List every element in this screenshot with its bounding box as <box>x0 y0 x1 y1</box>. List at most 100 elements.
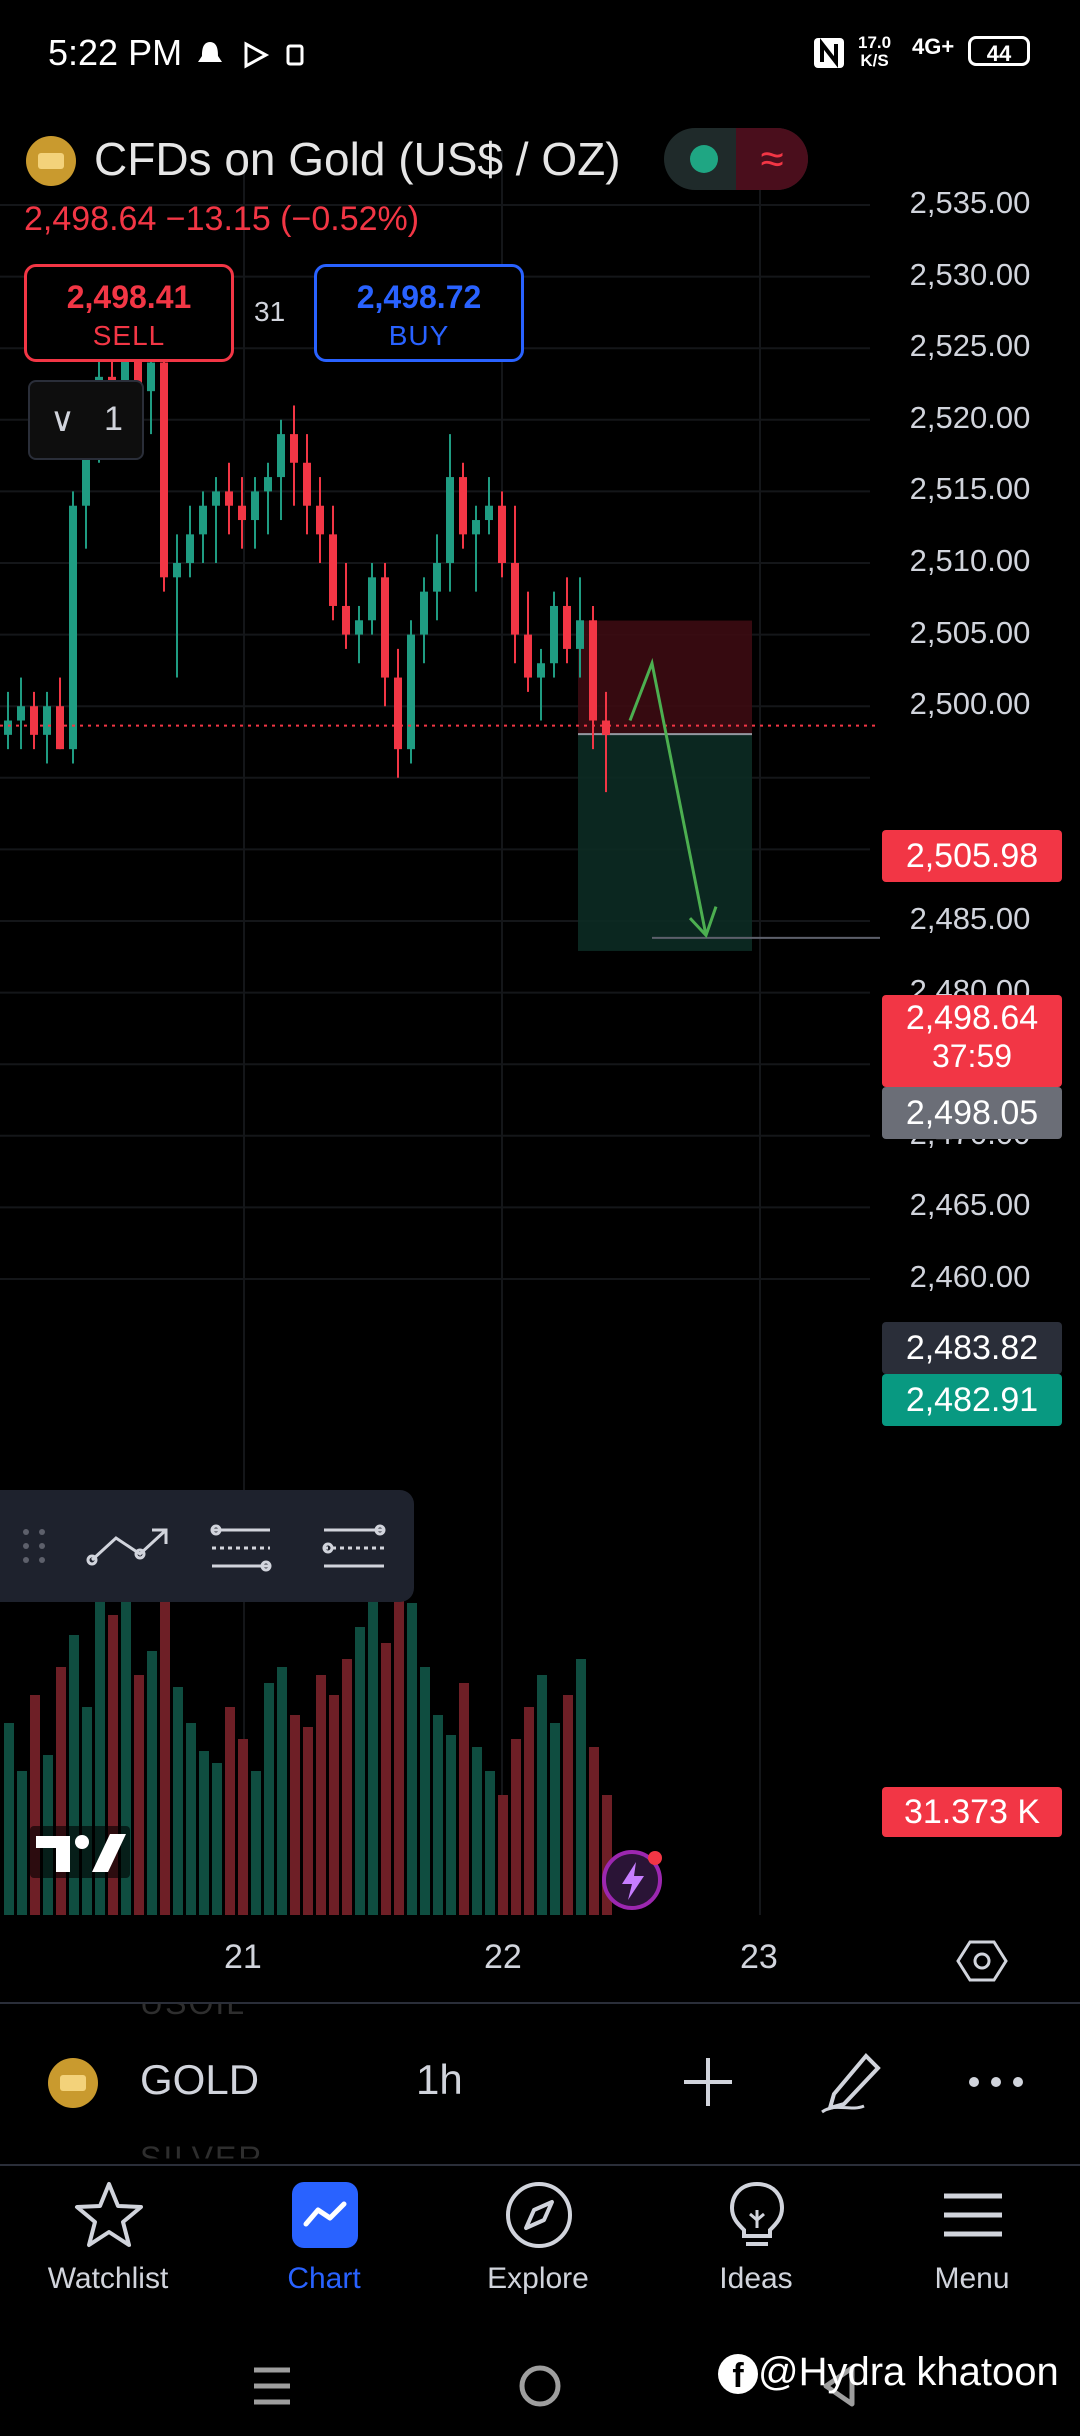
volume-tag: 31.373 K <box>882 1787 1062 1837</box>
volume-bar <box>95 1563 105 1915</box>
last-price-tag: 2,498.64 37:59 <box>882 995 1062 1087</box>
volume-bar <box>316 1675 326 1915</box>
fib-retracement-icon <box>210 1524 272 1572</box>
candle-body <box>134 333 142 392</box>
indicator-collapse-button[interactable]: ∨ 1 <box>28 380 144 460</box>
home-icon[interactable] <box>516 2362 564 2410</box>
volume-bar <box>433 1715 443 1915</box>
volume-bar <box>69 1635 79 1915</box>
volume-bar <box>121 1547 131 1915</box>
nav-label: Ideas <box>719 2262 793 2295</box>
nav-label: Watchlist <box>47 2262 169 2295</box>
nfc-icon <box>814 38 844 68</box>
candle-body <box>550 605 558 664</box>
volume-bar <box>212 1763 222 1915</box>
volume-bar <box>368 1595 378 1915</box>
clock: 5:22 PM <box>48 32 183 73</box>
last-price: 2,498.64 <box>905 999 1039 1037</box>
volume-bar <box>199 1751 209 1915</box>
spread-value: 31 <box>254 296 286 327</box>
ghost-symbol-above: USOIL <box>140 1985 247 2022</box>
volume-bar <box>576 1659 586 1915</box>
candle-body <box>147 362 155 392</box>
trend-line-button[interactable] <box>84 1500 180 1596</box>
stop-zone <box>578 620 752 735</box>
sell-button[interactable]: 2,498.41 SELL <box>24 264 234 362</box>
volume-bar <box>342 1659 352 1915</box>
volume-bar <box>355 1627 365 1915</box>
volume-bar <box>537 1675 547 1915</box>
price-axis-label: 2,535.00 <box>909 185 1031 220</box>
entry-price-tag: 2,498.05 <box>882 1087 1062 1139</box>
recent-apps-icon[interactable] <box>250 2364 294 2408</box>
volume-bar <box>147 1651 157 1915</box>
candle-body <box>433 563 441 592</box>
settings-icon[interactable] <box>956 1938 1008 1984</box>
interval-selector[interactable]: 1h <box>416 2056 463 2103</box>
market-open-dot <box>690 145 718 173</box>
volume-bar <box>563 1695 573 1915</box>
candle-body <box>17 706 25 721</box>
volume-bar <box>511 1739 521 1915</box>
compass-icon <box>506 2182 572 2248</box>
candle-body <box>186 534 194 563</box>
lightning-icon[interactable] <box>600 1848 670 1912</box>
candle-body <box>511 563 519 635</box>
buy-price: 2,498.72 <box>356 279 482 315</box>
volume-bar <box>82 1707 92 1915</box>
volume-bar <box>277 1667 287 1915</box>
fib-retracement-button[interactable] <box>204 1500 300 1596</box>
more-icon[interactable] <box>966 2070 1026 2094</box>
market-status-toggle[interactable]: ≈ <box>664 128 808 190</box>
price-axis-label: 2,520.00 <box>909 399 1031 435</box>
ghost-symbol-below: SILVER <box>140 2140 264 2176</box>
price-chart[interactable] <box>0 150 1080 1920</box>
buy-button[interactable]: 2,498.72 BUY <box>314 264 524 362</box>
pitchfork-button[interactable] <box>316 1500 412 1596</box>
volume-bar <box>550 1723 560 1915</box>
volume-bar <box>4 1723 14 1915</box>
symbol-title[interactable]: CFDs on Gold (US$ / OZ) <box>94 133 621 185</box>
volume-bar <box>485 1771 495 1915</box>
volume-bar <box>459 1683 469 1915</box>
watermark-text: @Hydra khatoon <box>758 2350 1059 2394</box>
volume-bar <box>173 1687 183 1915</box>
horizontal-line-tag: 2,483.82 <box>882 1322 1062 1374</box>
x-axis-label: 21 <box>224 1938 262 1976</box>
back-icon[interactable] <box>818 2364 858 2408</box>
candle-body <box>160 362 168 578</box>
candle-body <box>368 577 376 621</box>
nav-label: Chart <box>287 2262 361 2295</box>
x-axis-label: 23 <box>740 1938 778 1976</box>
volume-bar <box>251 1771 261 1915</box>
volume-bar <box>472 1747 482 1915</box>
symbol-gold-icon <box>48 2058 98 2108</box>
volume-bar <box>264 1683 274 1915</box>
sell-label: SELL <box>92 320 166 351</box>
volume-bar <box>420 1667 430 1915</box>
drag-handle-icon <box>23 1529 45 1563</box>
add-icon[interactable] <box>680 2054 736 2110</box>
pitchfork-icon <box>322 1524 386 1568</box>
candle-body <box>290 434 298 463</box>
nav-label: Menu <box>934 2262 1010 2295</box>
take-profit-tag: 2,482.91 <box>882 1374 1062 1426</box>
volume-bar <box>134 1675 144 1915</box>
candle-body <box>30 706 38 735</box>
price-axis-label: 2,460.00 <box>909 1259 1031 1294</box>
candle-body <box>602 720 610 735</box>
buy-label: BUY <box>388 320 450 351</box>
arrow-head <box>688 906 718 939</box>
candle-body <box>459 477 467 535</box>
draw-pen-icon[interactable] <box>820 2048 884 2114</box>
volume-bar <box>602 1795 612 1915</box>
candle-body <box>342 605 350 635</box>
candle-body <box>394 677 402 750</box>
candle-body <box>212 491 220 506</box>
candle-body <box>381 577 389 678</box>
star-icon <box>75 2182 143 2247</box>
network-type: 4G+ <box>912 34 955 59</box>
price-axis-label: 2,485.00 <box>909 901 1031 936</box>
candle-body <box>420 591 428 635</box>
symbol-name[interactable]: GOLD <box>140 2056 260 2103</box>
